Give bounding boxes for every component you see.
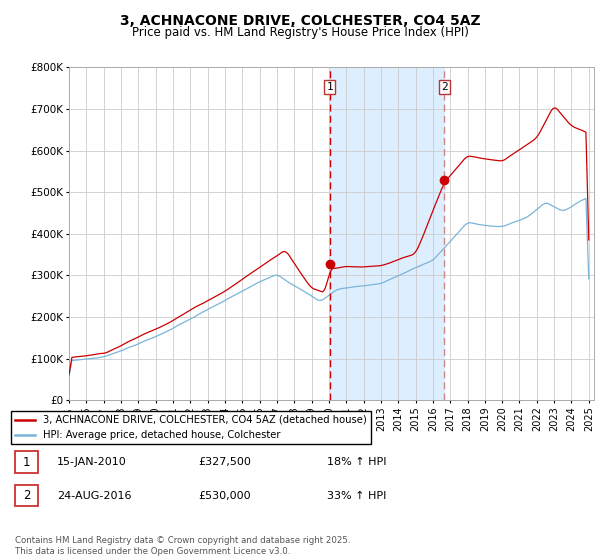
Text: Contains HM Land Registry data © Crown copyright and database right 2025.
This d: Contains HM Land Registry data © Crown c…: [15, 536, 350, 556]
Text: Price paid vs. HM Land Registry's House Price Index (HPI): Price paid vs. HM Land Registry's House …: [131, 26, 469, 39]
Bar: [329, 67, 444, 400]
Text: 1: 1: [23, 455, 30, 469]
Text: 15-JAN-2010: 15-JAN-2010: [57, 457, 127, 467]
Text: 2: 2: [441, 82, 448, 92]
Legend: 3, ACHNACONE DRIVE, COLCHESTER, CO4 5AZ (detached house), HPI: Average price, de: 3, ACHNACONE DRIVE, COLCHESTER, CO4 5AZ …: [11, 411, 371, 444]
Text: £327,500: £327,500: [198, 457, 251, 467]
Text: 2: 2: [23, 489, 30, 502]
Text: 3, ACHNACONE DRIVE, COLCHESTER, CO4 5AZ: 3, ACHNACONE DRIVE, COLCHESTER, CO4 5AZ: [119, 14, 481, 28]
Text: 24-AUG-2016: 24-AUG-2016: [57, 491, 131, 501]
Text: 18% ↑ HPI: 18% ↑ HPI: [327, 457, 386, 467]
Text: 33% ↑ HPI: 33% ↑ HPI: [327, 491, 386, 501]
Text: 1: 1: [326, 82, 333, 92]
Text: £530,000: £530,000: [198, 491, 251, 501]
